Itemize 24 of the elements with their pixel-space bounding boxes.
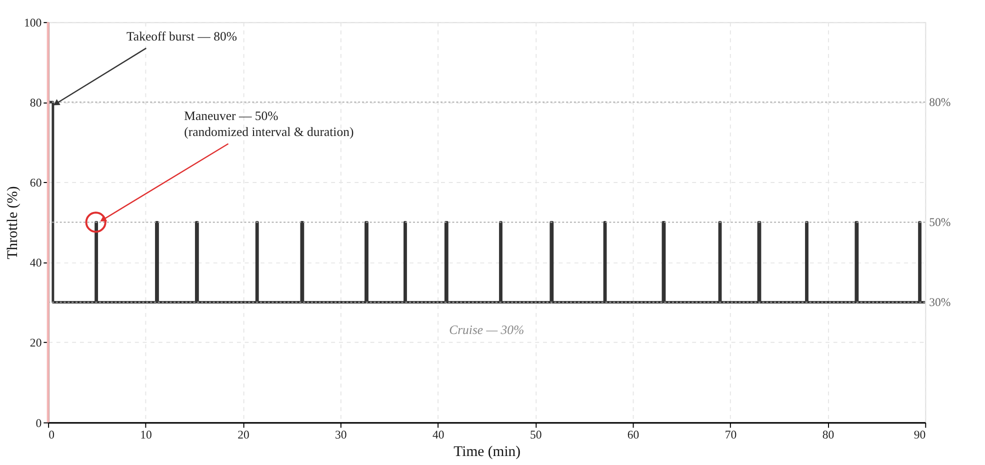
x-tick-label: 80 [822, 428, 834, 442]
y-tick-label: 0 [36, 416, 42, 430]
y-tick-label: 20 [30, 336, 42, 350]
annotation: Takeoff burst — 80% [126, 29, 238, 44]
x-tick-label: 40 [432, 428, 444, 442]
x-tick-label: 20 [238, 428, 250, 442]
y-tick-label: 60 [30, 176, 42, 190]
y-axis-title: Throttle (%) [5, 186, 22, 260]
ref-line-label: 50% [929, 216, 951, 230]
ref-line-label: 30% [929, 296, 951, 310]
x-tick-label: 70 [724, 428, 737, 442]
x-tick-label: 0 [48, 428, 55, 442]
x-tick-label: 50 [530, 428, 542, 442]
annotation: Cruise — 30% [449, 323, 524, 338]
x-tick-label: 90 [914, 428, 926, 442]
annotation: Maneuver — 50% (randomized interval & duration) [184, 109, 354, 139]
y-tick-label: 100 [24, 16, 42, 30]
x-tick-label: 30 [335, 428, 347, 442]
y-tick-label: 40 [30, 256, 42, 270]
y-tick-label: 80 [30, 96, 42, 110]
ref-line-label: 80% [929, 96, 951, 110]
x-axis-title: Time (min) [454, 444, 521, 460]
x-tick-label: 60 [627, 428, 640, 442]
x-tick-label: 10 [140, 428, 152, 442]
